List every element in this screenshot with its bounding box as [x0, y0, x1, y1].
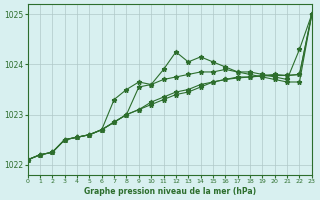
- X-axis label: Graphe pression niveau de la mer (hPa): Graphe pression niveau de la mer (hPa): [84, 187, 256, 196]
